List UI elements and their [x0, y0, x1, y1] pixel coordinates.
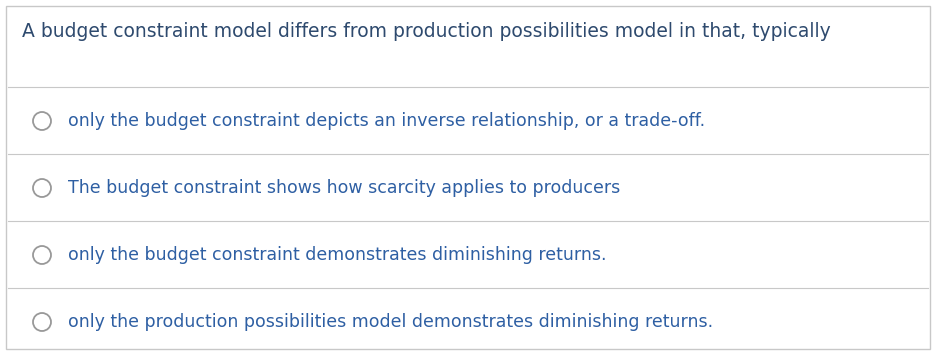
Ellipse shape — [33, 246, 51, 264]
Text: only the production possibilities model demonstrates diminishing returns.: only the production possibilities model … — [68, 313, 713, 331]
Ellipse shape — [33, 112, 51, 130]
Text: A budget constraint model differs from production possibilities model in that, t: A budget constraint model differs from p… — [22, 22, 831, 41]
Ellipse shape — [33, 313, 51, 331]
Text: only the budget constraint demonstrates diminishing returns.: only the budget constraint demonstrates … — [68, 246, 607, 264]
Ellipse shape — [33, 179, 51, 197]
Text: only the budget constraint depicts an inverse relationship, or a trade-off.: only the budget constraint depicts an in… — [68, 112, 705, 130]
Text: The budget constraint shows how scarcity applies to producers: The budget constraint shows how scarcity… — [68, 179, 621, 197]
